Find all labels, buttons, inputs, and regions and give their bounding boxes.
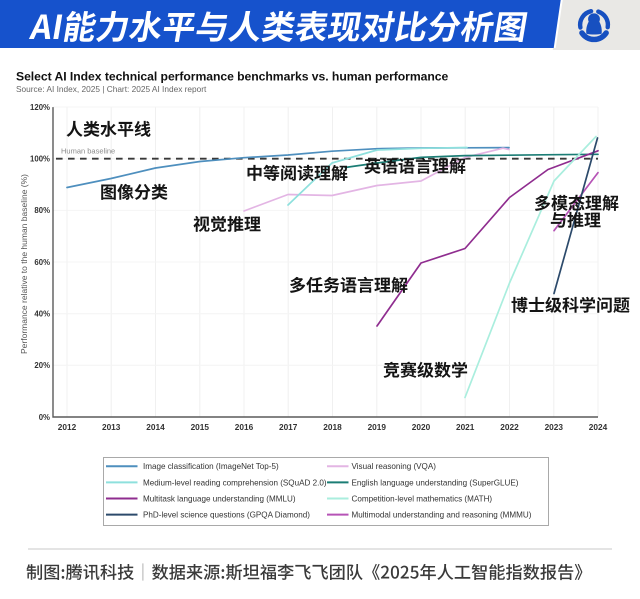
- svg-text:2013: 2013: [102, 422, 121, 432]
- svg-text:2021: 2021: [456, 422, 475, 432]
- svg-text:Select AI Index technical perf: Select AI Index technical performance be…: [16, 70, 449, 84]
- svg-text:Performance relative to the hu: Performance relative to the human baseli…: [19, 174, 29, 354]
- svg-text:Source: AI Index, 2025 | Chart: Source: AI Index, 2025 | Chart: 2025 AI …: [16, 84, 207, 94]
- svg-text:2022: 2022: [500, 422, 519, 432]
- svg-text:120%: 120%: [30, 103, 50, 112]
- svg-text:Image classification (ImageNet: Image classification (ImageNet Top-5): [143, 462, 279, 471]
- svg-text:20%: 20%: [34, 361, 50, 370]
- svg-text:Visual reasoning (VQA): Visual reasoning (VQA): [352, 462, 437, 471]
- svg-text:Human baseline: Human baseline: [61, 147, 115, 156]
- svg-text:2023: 2023: [545, 422, 564, 432]
- svg-text:2015: 2015: [191, 422, 210, 432]
- svg-text:40%: 40%: [34, 310, 50, 319]
- svg-text:2017: 2017: [279, 422, 298, 432]
- svg-text:English language understanding: English language understanding (SuperGLU…: [352, 478, 519, 487]
- svg-text:2018: 2018: [323, 422, 342, 432]
- svg-text:100%: 100%: [30, 155, 50, 164]
- svg-text:2016: 2016: [235, 422, 254, 432]
- svg-text:PhD-level science questions (G: PhD-level science questions (GPQA Diamon…: [143, 511, 310, 520]
- svg-text:60%: 60%: [34, 258, 50, 267]
- svg-text:80%: 80%: [34, 206, 50, 215]
- svg-text:2012: 2012: [58, 422, 77, 432]
- svg-text:2014: 2014: [146, 422, 165, 432]
- svg-text:2024: 2024: [589, 422, 608, 432]
- svg-text:Multitask language understandi: Multitask language understanding (MMLU): [143, 494, 296, 503]
- svg-text:2019: 2019: [368, 422, 387, 432]
- svg-text:2020: 2020: [412, 422, 431, 432]
- svg-text:Competition-level mathematics: Competition-level mathematics (MATH): [352, 494, 493, 503]
- svg-text:Medium-level reading comprehen: Medium-level reading comprehension (SQuA…: [143, 478, 327, 487]
- svg-text:Multimodal understanding and r: Multimodal understanding and reasoning (…: [352, 511, 532, 520]
- svg-text:0%: 0%: [39, 413, 50, 422]
